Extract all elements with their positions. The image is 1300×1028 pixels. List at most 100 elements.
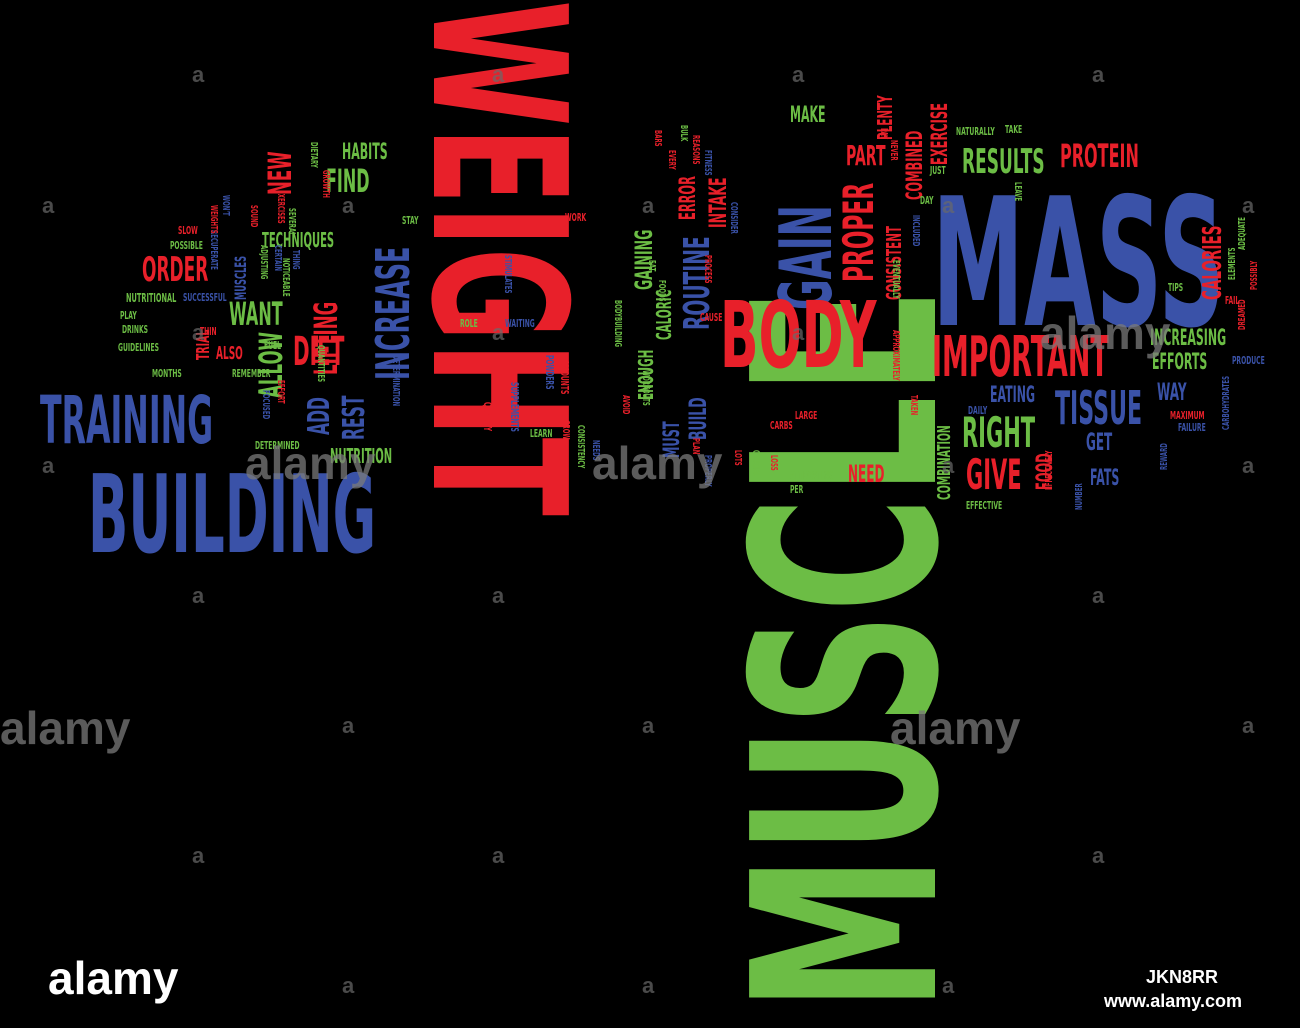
- word-work: WORK: [565, 211, 587, 224]
- word-bodybuilding: BODYBUILDING: [612, 300, 623, 347]
- word-never: NEVER: [888, 140, 899, 161]
- watermark-a: a: [642, 973, 655, 998]
- watermark-a: a: [192, 583, 205, 608]
- word-wont: WON'T: [220, 195, 231, 216]
- word-effectively: EFFECTIVELY: [1044, 450, 1055, 490]
- word-muscles: MUSCLES: [231, 255, 250, 300]
- word-error: ERROR: [676, 176, 701, 220]
- word-weights: WEIGHTS: [208, 205, 219, 234]
- word-increasing: INCREASING: [1150, 326, 1227, 351]
- word-pay: PAY: [878, 128, 889, 140]
- image-id: JKN8RR: [1145, 967, 1218, 987]
- word-stimulates: STIMULATES: [502, 255, 513, 294]
- word-day: DAY: [920, 194, 934, 207]
- word-find: FIND: [326, 162, 370, 200]
- word-bulk: BULK: [678, 125, 689, 142]
- word-combined: COMBINED: [903, 130, 928, 200]
- watermark-a: a: [1092, 583, 1105, 608]
- word-waiting: WAITING: [505, 317, 535, 330]
- word-get: GET: [1086, 428, 1113, 456]
- word-workouts: WORKOUTS: [640, 370, 651, 406]
- word-taken: TAKEN: [908, 395, 919, 416]
- word-exercises: EXERCISES: [275, 190, 286, 224]
- word-want: WANT: [229, 295, 283, 333]
- watermark-a: a: [942, 193, 955, 218]
- word-reward: REWARD: [1159, 443, 1170, 470]
- word-guidelines: GUIDELINES: [118, 341, 159, 354]
- word-loss: LOSS: [768, 455, 779, 471]
- watermark-alamy: alamy: [0, 702, 131, 754]
- watermark-a: a: [492, 320, 505, 345]
- word-just: JUST: [930, 164, 946, 177]
- watermark-a: a: [192, 62, 205, 87]
- word-months: MONTHS: [152, 367, 182, 380]
- word-fitness: FITNESS: [702, 150, 713, 176]
- word-certain: CERTAIN: [272, 245, 283, 272]
- word-build: BUILD: [684, 397, 712, 440]
- word-quantities: QUANTITIES: [315, 345, 326, 383]
- word-intake: INTAKE: [704, 177, 732, 228]
- word-habits: HABITS: [342, 140, 388, 165]
- word-muscle: MUSCLE: [699, 287, 996, 1012]
- watermark-a: a: [1092, 843, 1105, 868]
- watermark-a: a: [492, 62, 505, 87]
- word-included: INCLUDED: [910, 215, 921, 247]
- watermark-a: a: [192, 843, 205, 868]
- word-number: NUMBER: [1074, 483, 1085, 510]
- word-slow: SLOW: [178, 224, 198, 237]
- word-thin: THIN: [200, 325, 217, 338]
- word-possible: POSSIBLE: [170, 239, 203, 252]
- word-maximum: MAXIMUM: [1170, 409, 1205, 422]
- watermark-alamy: alamy: [1040, 307, 1171, 359]
- word-naturally: NATURALLY: [956, 125, 995, 138]
- watermark-a: a: [42, 193, 55, 218]
- watermark-alamy: alamy: [890, 702, 1021, 754]
- word-order: ORDER: [142, 250, 209, 290]
- word-recuperate: RECUPERATE: [208, 230, 219, 270]
- word-eventually: EVENTUALLY: [890, 260, 901, 299]
- word-elements: ELEMENTS: [1227, 247, 1238, 280]
- word-sound: SOUND: [248, 205, 259, 228]
- word-dreamed: DREAMED: [1237, 299, 1248, 330]
- word-body: BODY: [720, 282, 877, 389]
- word-results: RESULTS: [962, 142, 1045, 182]
- word-attempting: ATTEMPTING: [790, 469, 834, 482]
- word-carbs: CARBS: [770, 419, 793, 432]
- word-several: SEVERAL: [286, 208, 297, 236]
- word-crucial: CRUCIAL: [750, 450, 761, 477]
- word-techniques: TECHNIQUES: [262, 228, 335, 252]
- word-calories: CALORIES: [1198, 225, 1228, 300]
- word-determination: DETERMINATION: [390, 355, 401, 407]
- word-possibly: POSSIBLY: [1249, 260, 1260, 290]
- word-every: EVERY: [666, 150, 677, 170]
- word-learn: LEARN: [530, 427, 553, 440]
- word-grow: GROW: [560, 420, 571, 440]
- word-approximately: APPROXIMATELY: [890, 330, 901, 381]
- word-tissue: TISSUE: [1055, 381, 1143, 435]
- word-effective: EFFECTIVE: [966, 499, 1003, 512]
- word-foods: FOODS: [656, 280, 667, 302]
- watermark-a: a: [792, 62, 805, 87]
- word-take: TAKE: [1005, 123, 1023, 136]
- site-url: www.alamy.com: [1103, 991, 1242, 1011]
- watermark-a: a: [1242, 193, 1255, 218]
- word-quality: QUALITY: [481, 402, 494, 432]
- word-powders: POWDERS: [543, 355, 556, 390]
- word-fats: FATS: [1090, 466, 1120, 491]
- word-adjusting: ADJUSTING: [258, 245, 269, 280]
- word-leave: LEAVE: [1012, 182, 1023, 202]
- watermark-a: a: [1242, 713, 1255, 738]
- word-carbohydrates: CARBOHYDRATES: [1221, 375, 1232, 430]
- word-fuel: FUEL: [264, 339, 282, 352]
- alamy-logo: alamy: [48, 952, 179, 1004]
- word-add: ADD: [302, 397, 337, 435]
- word-eating: EATING: [990, 383, 1036, 408]
- word-lots: LOTS: [732, 450, 743, 466]
- word-large: LARGE: [795, 409, 818, 422]
- word-protein: PROTEIN: [1060, 137, 1139, 175]
- word-adequate: ADEQUATE: [1237, 217, 1248, 250]
- watermark-a: a: [942, 453, 955, 478]
- word-failure: FAILURE: [1178, 421, 1206, 434]
- word-remember: REMEMBER: [232, 367, 271, 380]
- word-process: PROCESS: [702, 255, 713, 284]
